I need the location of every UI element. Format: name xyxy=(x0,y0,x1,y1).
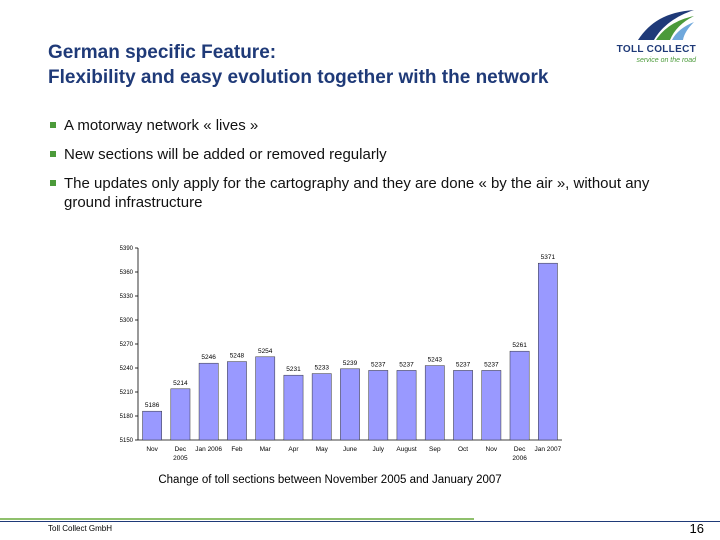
data-label: 5186 xyxy=(145,402,160,409)
data-label: 5233 xyxy=(314,365,329,372)
bullet-item: New sections will be added or removed re… xyxy=(50,145,690,164)
data-label: 5371 xyxy=(541,254,556,261)
x-tick-label: August xyxy=(396,446,416,453)
logo-name: TOLL COLLECT xyxy=(616,44,696,55)
x-tick-label: Nov xyxy=(146,446,158,453)
bar xyxy=(227,361,247,441)
bar xyxy=(311,373,332,441)
bar xyxy=(283,374,304,441)
bar xyxy=(538,262,558,441)
bullet-item: The updates only apply for the cartograp… xyxy=(50,174,690,212)
bar xyxy=(396,370,417,441)
y-tick-label: 5390 xyxy=(120,246,134,252)
y-tick-label: 5360 xyxy=(120,270,134,276)
x-tick-label: Oct xyxy=(458,446,468,453)
data-label: 5243 xyxy=(428,357,443,364)
x-tick-label: Dec xyxy=(175,446,187,453)
bullet-text: A motorway network « lives » xyxy=(64,117,259,134)
toll-collect-logo: TOLL COLLECT service on the road xyxy=(596,8,700,64)
data-label: 5237 xyxy=(399,361,414,368)
data-label: 5237 xyxy=(371,361,386,368)
x-tick-label: Jan 2006 xyxy=(195,446,222,453)
bar xyxy=(481,370,502,441)
data-label: 5239 xyxy=(343,360,358,367)
bar xyxy=(424,365,445,441)
bar-chart: 5150 5180 5210 5240 5270 5300 5330 5360 5390 5186… xyxy=(120,246,562,462)
bullet-list: A motorway network « lives » New section… xyxy=(50,116,690,222)
x-tick-label: 2005 xyxy=(173,455,188,462)
y-tick-label: 5180 xyxy=(120,414,134,420)
x-tick-label: Feb xyxy=(231,446,243,453)
data-label: 5246 xyxy=(201,354,216,361)
x-tick-label: Sep xyxy=(429,446,441,453)
y-tick-label: 5330 xyxy=(120,294,134,300)
slide-title-line-2: Flexibility and easy evolution together … xyxy=(48,67,549,88)
data-label: 5261 xyxy=(512,342,527,349)
page-number: 16 xyxy=(689,521,704,536)
bullet-text: The updates only apply for the cartograp… xyxy=(64,175,650,211)
x-tick-label: Mar xyxy=(260,446,272,453)
x-tick-label: Dec xyxy=(514,446,526,453)
slide-title: German specific Feature: Flexibility and… xyxy=(48,40,648,90)
bar xyxy=(142,410,162,441)
bullet-square-icon xyxy=(50,151,56,157)
y-tick-label: 5270 xyxy=(120,342,134,348)
bar xyxy=(255,356,276,441)
x-tick-label: Jan 2007 xyxy=(534,446,561,453)
footer-divider-blue xyxy=(0,521,720,522)
data-label: 5248 xyxy=(230,353,245,360)
slide-title-line-1: German specific Feature: xyxy=(48,42,277,63)
x-tick-label: July xyxy=(372,446,384,453)
y-tick-label: 5300 xyxy=(120,318,134,324)
x-tick-label: May xyxy=(316,446,329,453)
data-label: 5231 xyxy=(286,366,301,373)
bar xyxy=(509,350,530,441)
toll-sections-chart: 5150 5180 5210 5240 5270 5300 5330 5360 5390 5186… xyxy=(100,236,710,468)
logo-swoosh-icon xyxy=(638,10,694,40)
bar xyxy=(198,362,219,441)
bar xyxy=(368,370,389,441)
data-label: 5214 xyxy=(173,380,188,387)
data-label: 5254 xyxy=(258,348,273,355)
x-tick-label: Apr xyxy=(288,446,299,453)
footer-company: Toll Collect GmbH xyxy=(48,524,113,533)
data-label: 5237 xyxy=(484,361,499,368)
bullet-item: A motorway network « lives » xyxy=(50,116,690,135)
bullet-square-icon xyxy=(50,180,56,186)
data-label: 5237 xyxy=(456,361,471,368)
footer-divider-green xyxy=(0,518,474,520)
x-tick-label: 2006 xyxy=(512,455,527,462)
bar xyxy=(453,370,473,441)
bullet-square-icon xyxy=(50,122,56,128)
y-tick-label: 5150 xyxy=(120,438,134,444)
y-tick-label: 5210 xyxy=(120,390,134,396)
bar xyxy=(170,388,191,441)
x-tick-label: June xyxy=(343,446,357,453)
logo-tagline: service on the road xyxy=(636,57,696,64)
bullet-text: New sections will be added or removed re… xyxy=(64,146,387,163)
x-tick-label: Nov xyxy=(486,446,498,453)
y-tick-label: 5240 xyxy=(120,366,134,372)
bar xyxy=(340,368,360,441)
chart-caption: Change of toll sections between November… xyxy=(158,474,502,486)
